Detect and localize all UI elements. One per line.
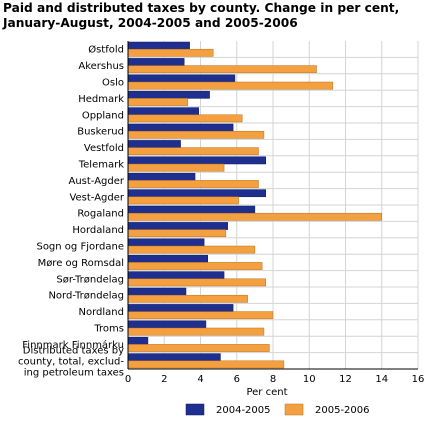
category-label-line: ing petroleum taxes	[24, 367, 124, 378]
category-label: Sogn og Fjordane	[36, 242, 124, 253]
x-tick-label: 2	[161, 374, 167, 385]
category-label-line: Vest-Agder	[69, 192, 124, 203]
legend-label: 2005-2006	[315, 405, 370, 416]
category-label: Troms	[93, 324, 124, 335]
bar-2004-2005-Hordaland	[127, 222, 228, 230]
bar-2004-2005-Oslo	[127, 74, 236, 83]
bar-2004-2005-Rogaland	[127, 205, 256, 214]
bar-2005-2006-Akershus	[127, 65, 317, 74]
category-label: Akershus	[78, 61, 124, 72]
category-label-line: Nord-Trøndelag	[48, 291, 124, 302]
bar-2005-2006-Rogaland	[127, 212, 382, 221]
bar-2004-2005-Vestfold	[127, 140, 181, 148]
category-label-line: Akershus	[78, 61, 124, 72]
category-label-line: Østfold	[88, 44, 124, 56]
bar-2005-2006-Østfold	[127, 48, 214, 57]
bar-2005-2006-Nordland	[127, 311, 274, 320]
category-label-line: Buskerud	[77, 127, 124, 138]
x-tick-label: 6	[234, 374, 240, 385]
bar-2004-2005-Hedmark	[127, 90, 210, 99]
category-label: Rogaland	[77, 209, 124, 220]
bar-2005-2006-Finnmark Finnmárku	[127, 344, 270, 352]
bar-2005-2006-Distributed taxes by county, total, exclud- ing petroleum taxes	[127, 360, 285, 369]
bar-2004-2005-Buskerud	[127, 123, 234, 132]
category-label: Oppland	[82, 110, 124, 121]
category-label: Hedmark	[78, 94, 124, 105]
category-label-line: Aust-Agder	[69, 176, 125, 187]
bar-2004-2005-Akershus	[127, 58, 185, 66]
bar-2004-2005-Sogn og Fjordane	[127, 238, 205, 247]
bar-2005-2006-Hordaland	[127, 229, 227, 238]
category-label: Nordland	[79, 307, 124, 318]
bar-2004-2005-Finnmark Finnmárku	[127, 336, 149, 345]
category-label: Distributed taxes by county, total, exclu…	[18, 345, 124, 378]
legend-swatch-2004-2005	[185, 403, 205, 416]
bar-2005-2006-Vest-Agder	[127, 196, 239, 205]
legend-label: 2004-2005	[216, 405, 271, 416]
category-label: Buskerud	[77, 127, 124, 138]
bar-2005-2006-Nord-Trøndelag	[127, 294, 248, 303]
x-tick-label: 8	[270, 374, 276, 385]
bar-2004-2005-Møre og Romsdal	[127, 254, 208, 263]
bar-2005-2006-Oslo	[127, 81, 334, 90]
bar-2005-2006-Hedmark	[127, 98, 189, 106]
category-label-line: Oslo	[102, 78, 124, 89]
category-label-line: Hordaland	[72, 225, 124, 236]
x-tick-label: 10	[303, 374, 316, 385]
bar-2005-2006-Møre og Romsdal	[127, 262, 263, 270]
bar-2005-2006-Troms	[127, 327, 265, 336]
bar-2004-2005-Sør-Trøndelag	[127, 271, 225, 280]
category-label-line: Sogn og Fjordane	[36, 242, 124, 253]
category-label: Hordaland	[72, 225, 124, 236]
x-tick-label: 14	[375, 374, 388, 385]
bar-2005-2006-Buskerud	[127, 130, 265, 139]
bar-2004-2005-Nordland	[127, 304, 234, 312]
bar-2005-2006-Oppland	[127, 114, 243, 123]
category-label-line: Troms	[93, 324, 124, 335]
category-label: Vest-Agder	[69, 192, 124, 203]
category-label: Telemark	[78, 160, 124, 171]
bar-2004-2005-Oppland	[127, 107, 199, 116]
category-label: Sør-Trøndelag	[56, 274, 124, 285]
bar-2004-2005-Østfold	[127, 41, 190, 50]
category-label-line: Telemark	[78, 160, 124, 171]
bar-2004-2005-Aust-Agder	[127, 172, 196, 181]
category-label: Vestfold	[84, 143, 124, 154]
legend-swatch-2005-2006	[284, 403, 304, 416]
category-label: Finnmark Finnmárku	[22, 339, 124, 351]
bar-2005-2006-Aust-Agder	[127, 180, 259, 188]
category-label-line: Rogaland	[77, 209, 124, 220]
category-label-line: Møre og Romsdal	[38, 258, 124, 269]
bar-2004-2005-Troms	[127, 320, 207, 329]
bar-2004-2005-Vest-Agder	[127, 189, 266, 198]
chart-title: Paid and distributed taxes by county. Ch…	[3, 1, 400, 30]
category-label-line: Vestfold	[84, 143, 124, 154]
category-label-line: Hedmark	[78, 94, 124, 105]
category-label-line: Oppland	[82, 110, 124, 121]
category-label: Nord-Trøndelag	[48, 291, 124, 302]
bar-2004-2005-Telemark	[127, 156, 266, 165]
x-tick-label: 12	[339, 374, 352, 385]
bar-2005-2006-Vestfold	[127, 147, 259, 156]
category-label-line: Sør-Trøndelag	[56, 274, 124, 285]
x-tick-label: 4	[197, 374, 203, 385]
category-label-line: Distributed taxes by	[23, 345, 124, 356]
category-label: Aust-Agder	[69, 176, 125, 187]
x-tick-label: 0	[125, 374, 131, 385]
bar-2004-2005-Distributed taxes by county, total, exclud- ing petroleum taxes	[127, 353, 221, 362]
category-label: Møre og Romsdal	[38, 258, 124, 269]
category-label: Oslo	[102, 78, 124, 89]
x-axis-label: Per cent	[246, 387, 287, 398]
bar-2005-2006-Sogn og Fjordane	[127, 245, 256, 254]
bar-2005-2006-Telemark	[127, 163, 225, 172]
category-label: Østfold	[88, 44, 124, 56]
x-tick-label: 16	[412, 374, 425, 385]
category-label-line: Finnmark Finnmárku	[22, 339, 124, 351]
category-label-line: Nordland	[79, 307, 124, 318]
category-label-line: county, total, exclud-	[18, 356, 124, 367]
bar-2005-2006-Sør-Trøndelag	[127, 278, 266, 287]
bar-2004-2005-Nord-Trøndelag	[127, 287, 187, 296]
